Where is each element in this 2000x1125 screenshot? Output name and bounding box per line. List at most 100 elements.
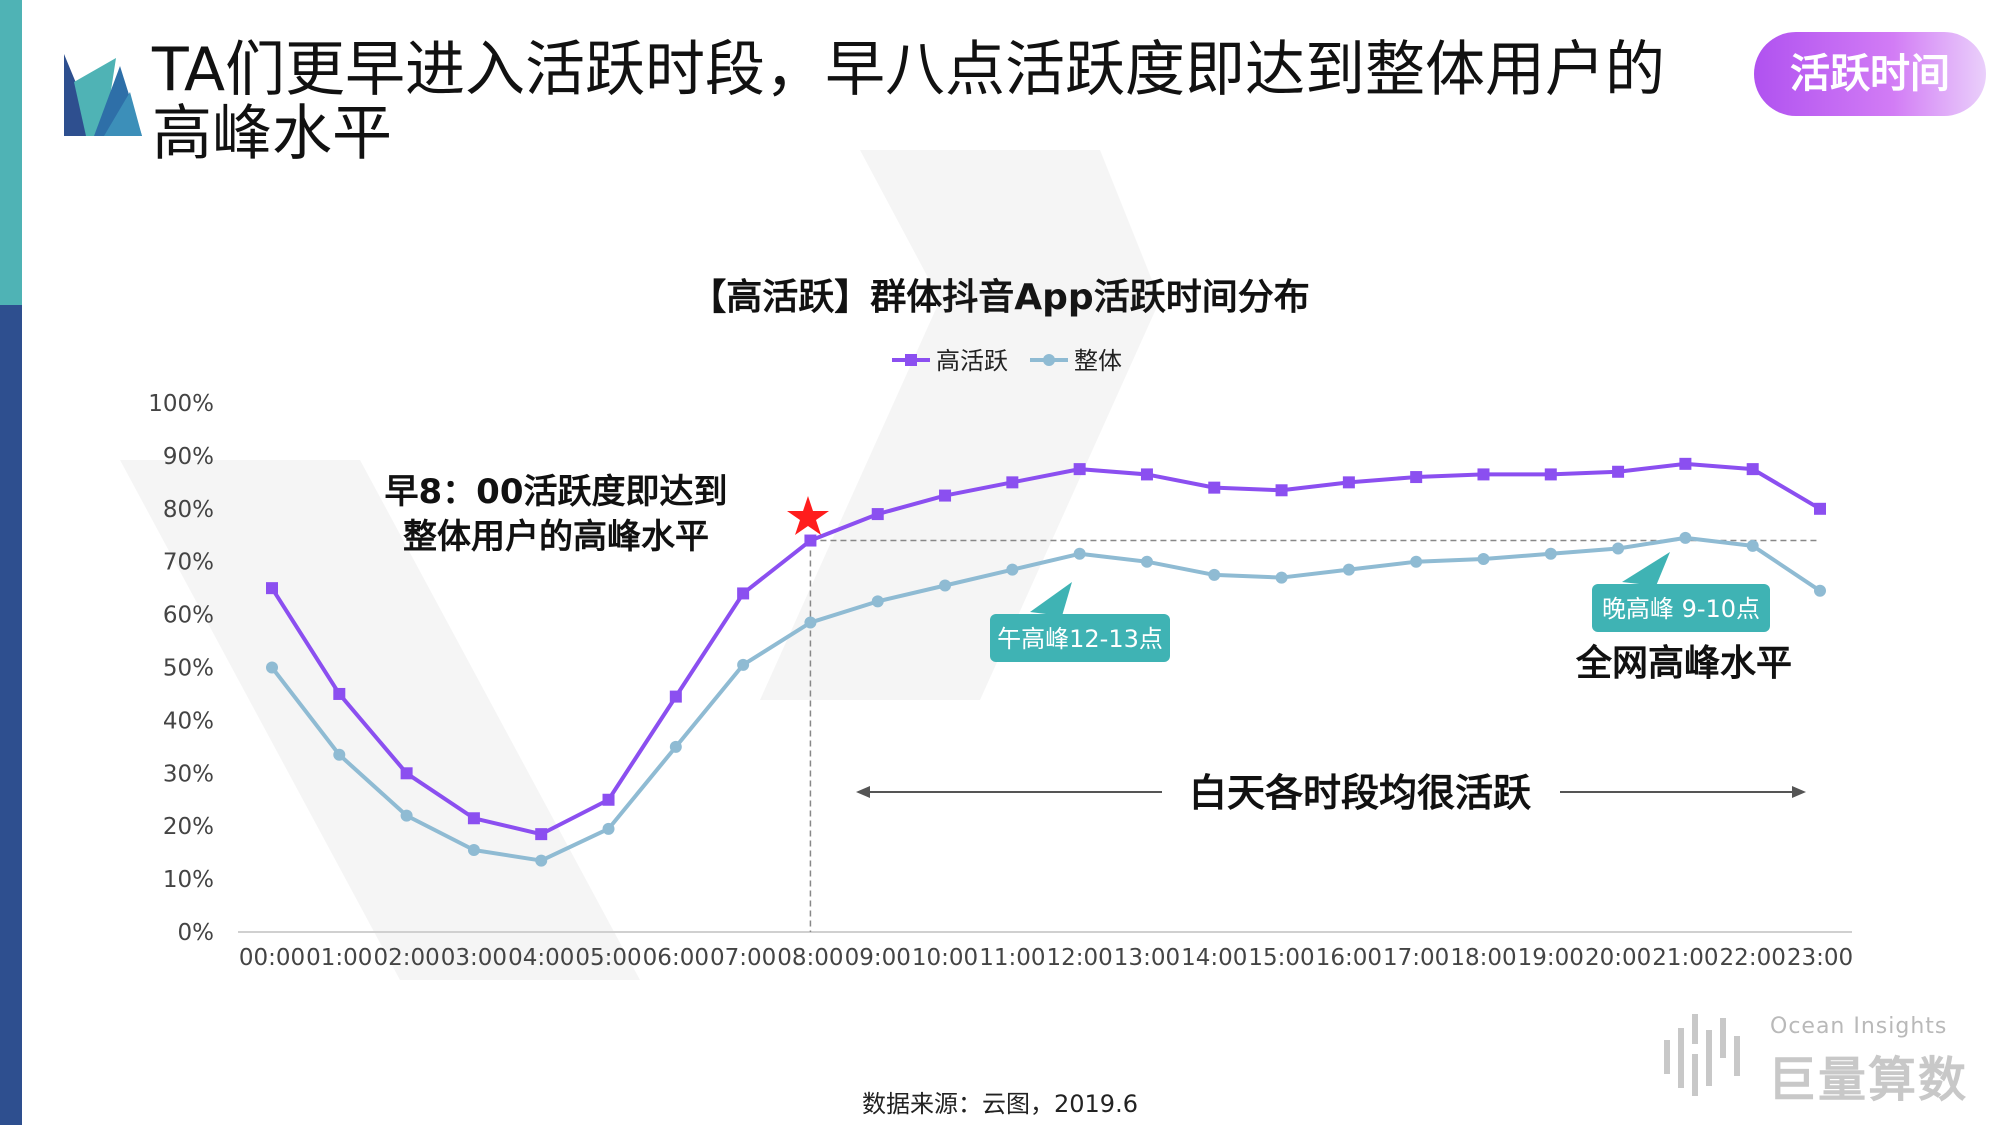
x-tick-label: 19:00 <box>1518 945 1584 971</box>
data-point-high <box>333 687 346 700</box>
data-point-overall <box>1073 547 1086 560</box>
watermark-logo-icon <box>1664 1014 1740 1096</box>
x-tick-label: 08:00 <box>777 945 843 971</box>
data-point-overall <box>871 595 884 608</box>
x-tick-label: 12:00 <box>1047 945 1113 971</box>
data-point-overall <box>1342 563 1355 576</box>
data-point-high <box>467 812 480 825</box>
callout-evening: 晚高峰 9-10点 <box>1592 552 1770 632</box>
data-point-overall <box>669 740 682 753</box>
data-point-overall <box>1140 555 1153 568</box>
y-tick-label: 20% <box>163 814 214 840</box>
data-point-high <box>1544 468 1557 481</box>
data-point-high <box>1410 471 1423 484</box>
legend-label-high: 高活跃 <box>936 347 1008 375</box>
data-point-overall <box>1814 584 1826 597</box>
x-tick-label: 01:00 <box>306 945 372 971</box>
data-point-high <box>804 534 817 547</box>
data-point-high <box>1208 481 1221 494</box>
data-point-high <box>400 767 413 780</box>
y-tick-label: 10% <box>163 867 214 893</box>
y-tick-label: 100% <box>148 391 214 417</box>
x-tick-label: 17:00 <box>1383 945 1449 971</box>
y-tick-label: 50% <box>163 656 214 682</box>
y-tick-label: 90% <box>163 444 214 470</box>
data-point-high <box>1140 468 1153 481</box>
data-point-high <box>1679 457 1692 470</box>
data-point-high <box>669 690 682 703</box>
callout-noon-text: 午高峰12-13点 <box>997 625 1163 653</box>
y-tick-label: 30% <box>163 761 214 787</box>
data-point-high <box>939 489 952 502</box>
data-point-overall <box>1612 542 1625 555</box>
watermark-english: Ocean Insights <box>1770 1014 1948 1039</box>
x-tick-label: 04:00 <box>508 945 574 971</box>
x-tick-label: 11:00 <box>979 945 1045 971</box>
data-point-high <box>1814 502 1826 515</box>
data-point-overall <box>1208 568 1221 581</box>
y-tick-label: 0% <box>178 920 215 946</box>
data-point-high <box>1342 476 1355 489</box>
data-point-high <box>535 828 548 841</box>
data-point-high <box>737 587 750 600</box>
page-title: TA们更早进入活跃时段，早八点活跃度即达到整体用户的高峰水平 <box>152 35 1666 169</box>
y-axis: 0% 10% 20% 30% 40% 50% 60% 70% 80% 90% 100% <box>148 391 214 946</box>
data-point-overall <box>804 616 817 629</box>
data-point-overall <box>737 658 750 671</box>
x-tick-label: 22:00 <box>1720 945 1786 971</box>
star-icon <box>787 496 829 535</box>
y-tick-label: 40% <box>163 708 214 734</box>
data-point-overall <box>333 748 346 761</box>
data-point-overall <box>400 809 413 822</box>
legend-marker-overall <box>1043 354 1055 366</box>
callout-noon: 午高峰12-13点 <box>990 582 1170 662</box>
x-tick-label: 02:00 <box>373 945 439 971</box>
y-tick-label: 60% <box>163 603 214 629</box>
data-point-high <box>1073 463 1086 476</box>
x-tick-label: 20:00 <box>1585 945 1651 971</box>
x-tick-label: 13:00 <box>1114 945 1180 971</box>
data-point-overall <box>1746 539 1759 552</box>
x-tick-label: 14:00 <box>1181 945 1247 971</box>
legend: 高活跃 整体 <box>892 347 1122 375</box>
accent-bar-teal <box>0 0 22 305</box>
legend-marker-high <box>905 354 917 366</box>
x-tick-label: 05:00 <box>575 945 641 971</box>
data-source: 数据来源：云图，2019.6 <box>862 1090 1138 1118</box>
annotation-daytime: 白天各时段均很活跃 <box>1189 771 1532 815</box>
annotation-morning-line1: 早8：00活跃度即达到 <box>385 472 728 512</box>
data-point-overall <box>1544 547 1557 560</box>
chart-title: 【高活跃】群体抖音App活跃时间分布 <box>0 268 2000 320</box>
data-point-high <box>266 582 278 595</box>
x-tick-label: 15:00 <box>1248 945 1314 971</box>
data-point-high <box>871 508 884 521</box>
data-point-overall <box>1410 555 1423 568</box>
data-point-overall <box>535 854 548 867</box>
series-line <box>270 535 1822 863</box>
data-point-high <box>1746 463 1759 476</box>
data-point-high <box>1275 484 1288 497</box>
series-line <box>270 461 1822 837</box>
data-point-overall <box>1477 553 1490 566</box>
data-point-overall <box>939 579 952 592</box>
daytime-arrow <box>856 786 1806 798</box>
data-point-high <box>1006 476 1019 489</box>
section-badge: 活跃时间 <box>1754 32 1986 116</box>
x-tick-label: 07:00 <box>710 945 776 971</box>
data-point-high <box>602 793 615 806</box>
guide-lines <box>809 539 1820 932</box>
data-point-overall <box>1679 531 1692 544</box>
x-tick-label: 16:00 <box>1316 945 1382 971</box>
x-tick-label: 03:00 <box>441 945 507 971</box>
series-group <box>266 457 1826 867</box>
data-point-high <box>1477 468 1490 481</box>
background-decoration <box>120 150 1160 980</box>
accent-bar-navy <box>0 305 22 1125</box>
annotation-evening-note: 全网高峰水平 <box>1575 642 1792 684</box>
x-tick-label: 06:00 <box>643 945 709 971</box>
data-point-overall <box>266 661 278 674</box>
y-tick-label: 70% <box>163 550 214 576</box>
x-tick-label: 18:00 <box>1450 945 1516 971</box>
x-tick-label: 10:00 <box>912 945 978 971</box>
